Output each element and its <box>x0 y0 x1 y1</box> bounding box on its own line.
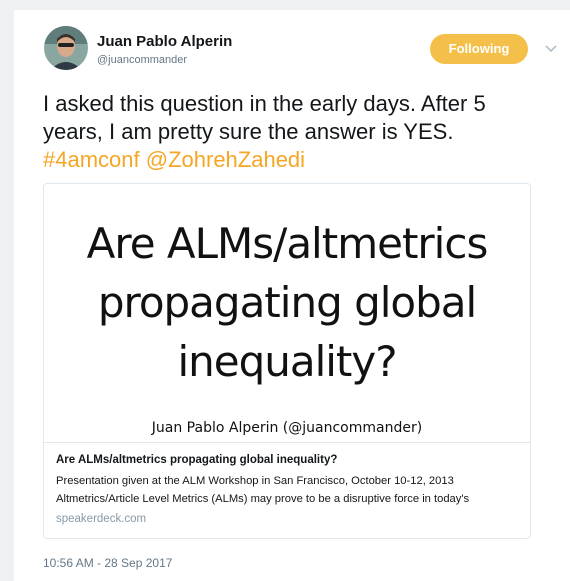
slide-preview: Are ALMs/altmetrics propagating global i… <box>44 184 530 443</box>
link-card[interactable]: Are ALMs/altmetrics propagating global i… <box>43 183 531 539</box>
tweet-text: I asked this question in the early days.… <box>43 90 543 174</box>
tweet-body: I asked this question in the early days.… <box>43 91 486 144</box>
author-handle[interactable]: @juancommander <box>97 54 187 66</box>
page: Juan Pablo Alperin @juancommander Follow… <box>0 0 570 581</box>
follow-button[interactable]: Following <box>430 34 528 64</box>
tweet: Juan Pablo Alperin @juancommander Follow… <box>14 10 570 581</box>
card-domain: speakerdeck.com <box>56 513 146 525</box>
timestamp[interactable]: 10:56 AM - 28 Sep 2017 <box>43 556 172 570</box>
author-name[interactable]: Juan Pablo Alperin <box>97 33 232 50</box>
slide-title: Are ALMs/altmetrics propagating global i… <box>64 214 510 391</box>
card-description: Presentation given at the ALM Workshop i… <box>56 472 522 508</box>
card-title: Are ALMs/altmetrics propagating global i… <box>56 454 337 466</box>
hashtag[interactable]: #4amconf <box>43 147 140 172</box>
slide-author: Juan Pablo Alperin (@juancommander) <box>44 420 530 436</box>
avatar[interactable] <box>44 26 88 70</box>
mention[interactable]: @ZohrehZahedi <box>146 147 305 172</box>
more-menu[interactable] <box>544 44 558 54</box>
